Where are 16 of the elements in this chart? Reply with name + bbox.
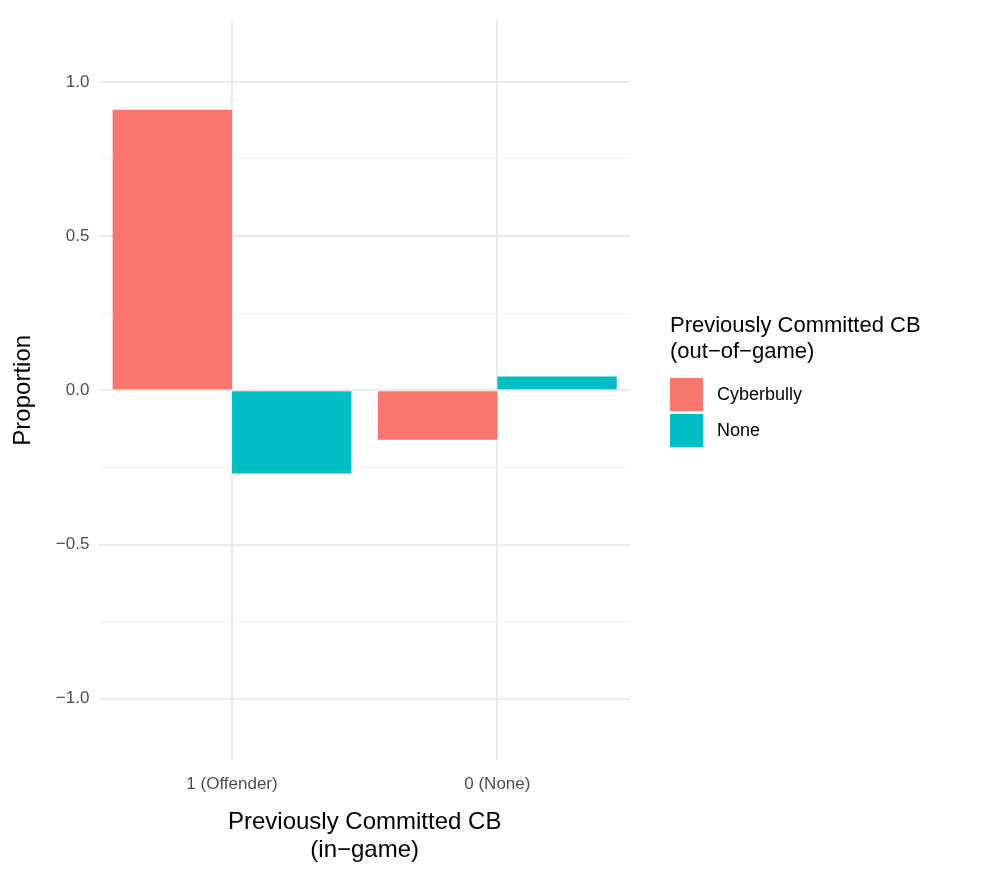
bar (377, 391, 498, 440)
bar (232, 391, 352, 474)
y-tick-label: 1.0 (65, 71, 90, 91)
bar (112, 109, 233, 390)
y-axis-title: Proportion (8, 334, 36, 446)
legend-label: Cyberbully (717, 384, 803, 406)
y-tick-label: 0.5 (65, 225, 90, 245)
x-tick-label: 1 (Offender) (186, 774, 278, 794)
legend-title: Previously Committed CB (out−of−game) (670, 312, 921, 365)
y-tick-label: 0.0 (65, 379, 90, 399)
x-tick-label: 0 (None) (464, 774, 531, 794)
y-tick-label: −0.5 (55, 534, 90, 554)
x-axis-title: Previously Committed CB (in−game) (227, 807, 502, 862)
legend-label: None (717, 420, 761, 442)
y-tick-label: −1.0 (55, 688, 90, 708)
bar (497, 376, 617, 390)
